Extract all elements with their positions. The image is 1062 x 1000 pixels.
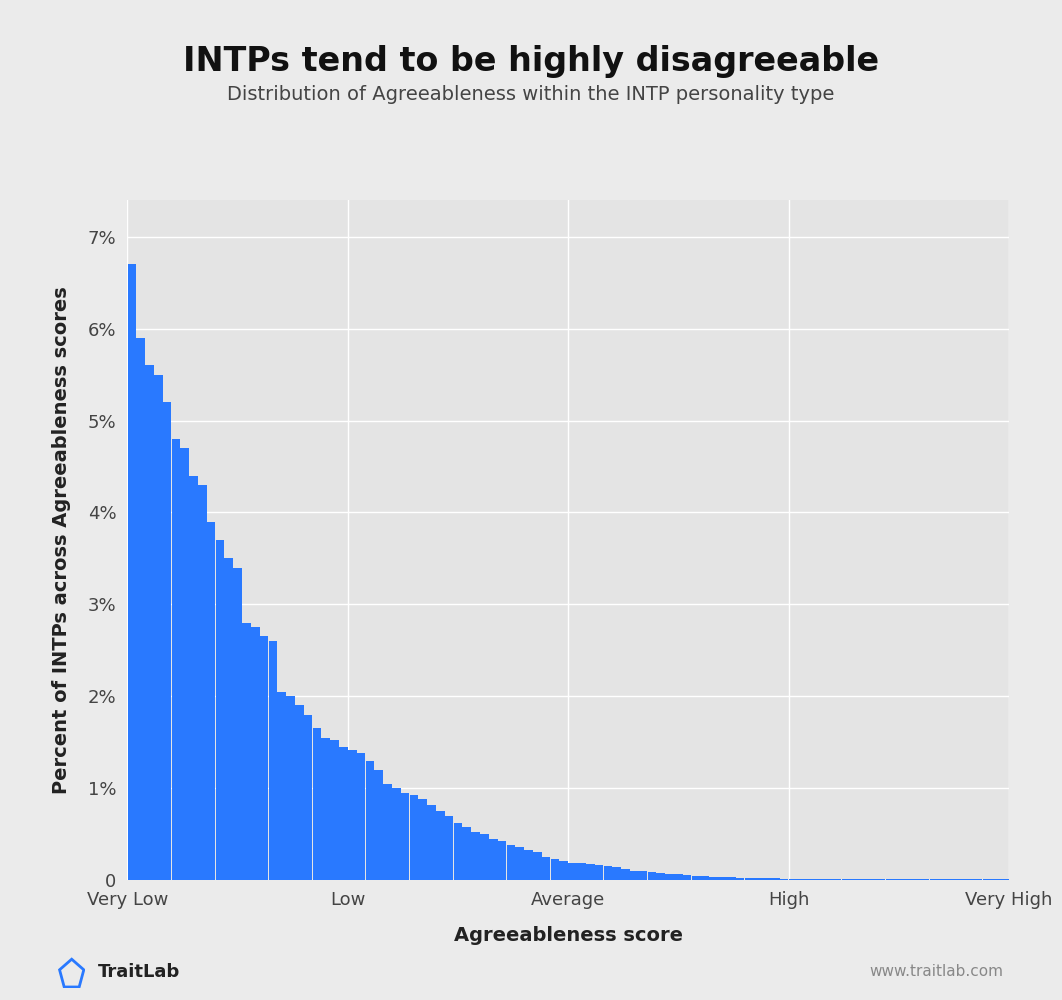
Bar [330, 740, 339, 880]
Bar [304, 715, 312, 880]
Bar [436, 811, 445, 880]
Bar [691, 876, 700, 880]
Bar [763, 878, 771, 880]
Bar [260, 636, 269, 880]
Bar [410, 795, 418, 880]
Bar [630, 871, 638, 880]
Bar [145, 365, 154, 880]
Bar [269, 641, 277, 880]
Bar [383, 784, 392, 880]
Bar [498, 841, 507, 880]
Bar [613, 867, 621, 880]
Bar [753, 878, 763, 880]
Bar [771, 878, 780, 880]
Bar [507, 845, 515, 880]
Bar [224, 558, 234, 880]
Bar [418, 799, 427, 880]
Bar [162, 402, 171, 880]
Bar [207, 522, 216, 880]
Bar [515, 847, 524, 880]
Bar [525, 850, 533, 880]
Text: Distribution of Agreeableness within the INTP personality type: Distribution of Agreeableness within the… [227, 85, 835, 104]
Bar [533, 852, 542, 880]
Bar [621, 869, 630, 880]
Bar [348, 750, 357, 880]
Text: TraitLab: TraitLab [98, 963, 179, 981]
Bar [736, 878, 744, 880]
Bar [462, 827, 472, 880]
Bar [198, 485, 207, 880]
Bar [472, 832, 480, 880]
Bar [136, 338, 145, 880]
Bar [568, 863, 577, 880]
Text: www.traitlab.com: www.traitlab.com [870, 964, 1004, 980]
Bar [701, 876, 709, 880]
Text: INTPs tend to be highly disagreeable: INTPs tend to be highly disagreeable [183, 45, 879, 78]
Bar [542, 857, 550, 880]
Bar [453, 823, 462, 880]
Bar [595, 865, 603, 880]
Bar [127, 264, 136, 880]
Bar [374, 770, 383, 880]
Bar [648, 872, 656, 880]
Bar [560, 861, 568, 880]
Bar [586, 864, 595, 880]
Bar [277, 692, 286, 880]
Bar [445, 816, 453, 880]
Bar [683, 875, 691, 880]
Bar [189, 476, 198, 880]
Bar [339, 747, 347, 880]
Y-axis label: Percent of INTPs across Agreeableness scores: Percent of INTPs across Agreeableness sc… [52, 286, 71, 794]
Bar [427, 805, 435, 880]
Bar [709, 877, 718, 880]
Bar [489, 839, 498, 880]
Bar [665, 874, 674, 880]
Bar [286, 696, 295, 880]
Bar [154, 375, 162, 880]
Bar [172, 439, 181, 880]
Bar [603, 866, 612, 880]
Bar [251, 627, 259, 880]
Bar [312, 728, 322, 880]
Bar [242, 623, 251, 880]
X-axis label: Agreeableness score: Agreeableness score [453, 926, 683, 945]
Bar [234, 568, 242, 880]
Bar [480, 834, 489, 880]
Bar [357, 753, 365, 880]
Bar [726, 877, 736, 880]
Bar [400, 793, 410, 880]
Bar [744, 878, 753, 880]
Bar [638, 871, 648, 880]
Bar [550, 859, 560, 880]
Bar [392, 788, 400, 880]
Bar [181, 448, 189, 880]
Bar [656, 873, 665, 880]
Bar [295, 705, 304, 880]
Bar [718, 877, 726, 880]
Bar [322, 738, 330, 880]
Bar [216, 540, 224, 880]
Bar [577, 863, 586, 880]
Bar [365, 761, 374, 880]
Bar [674, 874, 683, 880]
